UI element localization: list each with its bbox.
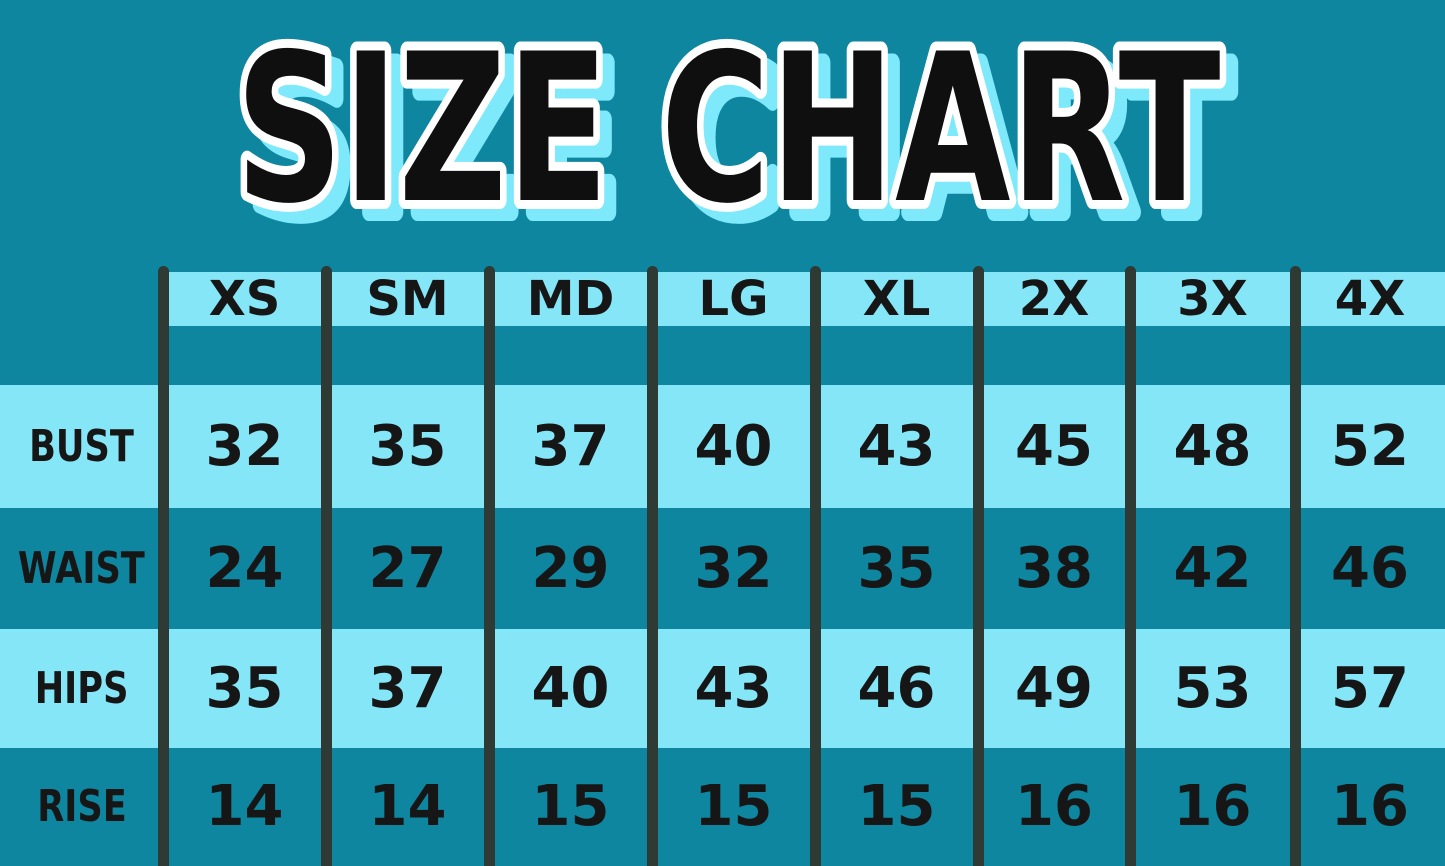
page-title-text: SIZE CHART [236,11,1221,249]
row-label-bust: BUST [0,385,198,508]
header-size-3x: 3X [1177,271,1248,327]
row-label-waist: WAIST [0,508,198,629]
header-size-lg: LG [698,271,769,327]
waist-lg-value: 32 [694,535,773,601]
row-label-hips-text: HIPS [34,662,129,714]
column-divider [158,266,169,866]
header-size-sm: SM [366,271,449,327]
hips-4x-value: 57 [1331,655,1409,721]
bust-xs-value: 32 [205,413,284,479]
waist-md-value: 29 [531,535,610,601]
bust-row-band [0,385,1445,508]
rise-md-value: 15 [531,774,610,839]
waist-sm-value: 27 [368,535,447,601]
bust-xl-value: 43 [857,413,936,479]
hips-sm-value: 37 [368,655,447,721]
column-divider [1290,266,1301,866]
waist-xs-value: 24 [205,535,284,601]
column-divider [810,266,821,866]
hips-xl-value: 46 [857,655,936,721]
header-size-4x: 4X [1334,271,1406,327]
header-size-2x: 2X [1018,271,1090,327]
hips-md-value: 40 [531,655,610,721]
rise-xs-value: 14 [205,774,284,839]
bust-sm-value: 35 [368,413,447,479]
rise-sm-value: 14 [368,774,447,839]
row-label-waist-text: WAIST [18,542,145,594]
hips-2x-value: 49 [1015,655,1093,721]
column-divider [484,266,495,866]
rise-2x-value: 16 [1015,774,1093,839]
row-label-bust-text: BUST [29,420,134,472]
column-divider [647,266,658,866]
header-size-xs: XS [208,271,281,327]
bust-2x-value: 45 [1015,413,1093,479]
hips-lg-value: 43 [694,655,773,721]
hips-3x-value: 53 [1173,655,1252,721]
hips-row-band [0,629,1445,748]
header-size-md: MD [526,271,615,327]
page-title: SIZE CHART SIZE CHART [227,2,1242,250]
rise-lg-value: 15 [694,774,773,839]
column-divider [973,266,984,866]
rise-3x-value: 16 [1173,774,1252,839]
header-row-band [158,272,1445,326]
bust-4x-value: 52 [1331,413,1409,479]
header-size-xl: XL [862,271,931,327]
waist-3x-value: 42 [1173,535,1252,601]
bust-lg-value: 40 [694,413,773,479]
waist-2x-value: 38 [1015,535,1093,601]
row-label-rise: RISE [0,748,198,866]
page-title-shadow-text: SIZE CHART [248,23,1233,250]
bust-md-value: 37 [531,413,610,479]
column-divider [1125,266,1136,866]
column-divider [321,266,332,866]
waist-4x-value: 46 [1331,535,1409,601]
rise-xl-value: 15 [857,774,936,839]
row-label-hips: HIPS [0,629,198,748]
waist-xl-value: 35 [857,535,936,601]
hips-xs-value: 35 [205,655,284,721]
row-label-rise-text: RISE [36,781,127,832]
rise-4x-value: 16 [1331,774,1409,839]
bust-3x-value: 48 [1173,413,1252,479]
